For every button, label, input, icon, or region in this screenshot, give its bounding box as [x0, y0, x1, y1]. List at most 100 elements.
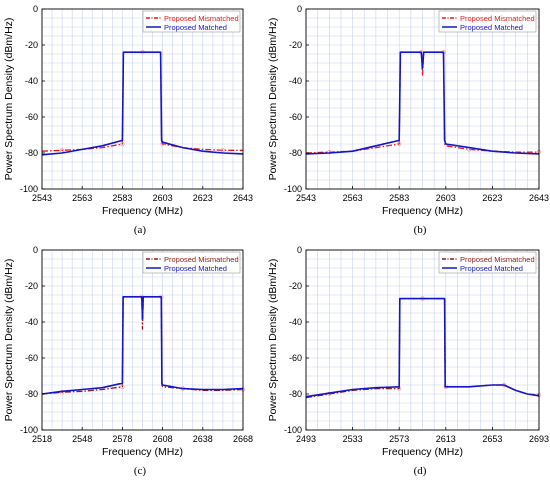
- y-tick-label: -20: [289, 40, 302, 50]
- x-axis-label: Frequency (MHz): [102, 446, 183, 458]
- legend-label: Proposed Mismatched: [164, 14, 239, 23]
- y-tick-label: 0: [297, 4, 302, 14]
- x-tick-label: 2573: [389, 434, 409, 444]
- grid: [42, 250, 243, 430]
- series-line-mismatched: [305, 51, 539, 154]
- y-tick-label: 0: [297, 245, 302, 255]
- y-tick-label: -60: [289, 112, 302, 122]
- y-tick-label: -100: [20, 425, 38, 435]
- x-tick-label: 2643: [233, 193, 253, 203]
- data-point: [120, 141, 125, 147]
- x-tick-label: 2583: [112, 193, 132, 203]
- x-tick-label: 2543: [32, 193, 52, 203]
- legend-label: Proposed Matched: [164, 23, 227, 32]
- x-tick-label: 2603: [153, 193, 173, 203]
- y-tick-label: -80: [25, 148, 38, 158]
- y-tick-label: 0: [33, 245, 38, 255]
- y-axis-label: Power Spectrum Density (dBm/Hz): [267, 259, 279, 422]
- x-tick-label: 2623: [193, 193, 213, 203]
- x-tick-label: 2603: [436, 193, 456, 203]
- x-tick-label: 2623: [482, 193, 502, 203]
- y-axis-label: Power Spectrum Density (dBm/Hz): [267, 18, 279, 181]
- series-line-mismatched: [41, 296, 244, 395]
- legend-label: Proposed Matched: [460, 23, 523, 32]
- y-tick-label: -20: [289, 281, 302, 291]
- data-point: [397, 141, 402, 147]
- x-tick-label: 2563: [343, 193, 363, 203]
- y-tick-label: -20: [25, 40, 38, 50]
- panel-caption: (a): [134, 224, 147, 236]
- y-tick-label: -60: [289, 353, 302, 363]
- x-tick-label: 2693: [529, 434, 549, 444]
- x-tick-label: 2583: [389, 193, 409, 203]
- x-tick-label: 2578: [112, 434, 132, 444]
- data-point: [220, 148, 226, 153]
- y-axis-label: Power Spectrum Density (dBm/Hz): [3, 259, 15, 422]
- y-tick-label: -40: [25, 317, 38, 327]
- x-tick-label: 2493: [296, 434, 316, 444]
- legend-label: Proposed Mismatched: [164, 255, 239, 264]
- data-point: [120, 384, 125, 389]
- series-line-matched: [41, 51, 244, 156]
- panel-caption: (b): [414, 224, 427, 236]
- x-tick-label: 2543: [296, 193, 316, 203]
- x-tick-label: 2643: [529, 193, 549, 203]
- plot-frame: [305, 249, 540, 431]
- grid: [306, 9, 539, 189]
- x-tick-label: 2608: [153, 434, 173, 444]
- x-tick-label: 2668: [233, 434, 253, 444]
- y-tick-label: -100: [284, 184, 302, 194]
- legend-box: [438, 251, 537, 274]
- y-tick-label: -80: [289, 148, 302, 158]
- x-tick-label: 2638: [193, 434, 213, 444]
- legend-label: Proposed Mismatched: [460, 255, 535, 264]
- series-line-matched: [305, 51, 540, 155]
- legend-label: Proposed Matched: [460, 264, 523, 273]
- y-axis-label: Power Spectrum Density (dBm/Hz): [3, 18, 15, 181]
- series-line-matched: [305, 297, 540, 398]
- panel-caption: (d): [414, 465, 427, 477]
- y-tick-label: -40: [289, 76, 302, 86]
- legend-label: Proposed Mismatched: [460, 14, 535, 23]
- legend-label: Proposed Matched: [164, 264, 227, 273]
- x-axis-label: Frequency (MHz): [382, 205, 463, 217]
- y-tick-label: -100: [284, 425, 302, 435]
- panel-caption: (c): [134, 465, 147, 477]
- legend-box: [142, 10, 241, 33]
- plot-frame: [41, 249, 244, 431]
- y-tick-label: -80: [289, 389, 302, 399]
- data-point: [59, 148, 65, 153]
- y-tick-label: -100: [20, 184, 38, 194]
- grid: [42, 9, 243, 189]
- x-tick-label: 2533: [343, 434, 363, 444]
- y-tick-label: 0: [33, 4, 38, 14]
- y-tick-label: -20: [25, 281, 38, 291]
- grid: [306, 250, 539, 430]
- x-tick-label: 2653: [482, 434, 502, 444]
- legend-box: [142, 251, 241, 274]
- y-tick-label: -40: [289, 317, 302, 327]
- x-tick-label: 2563: [72, 193, 92, 203]
- y-tick-label: -60: [25, 353, 38, 363]
- legend-box: [438, 10, 537, 33]
- x-tick-label: 2613: [436, 434, 456, 444]
- series-line-matched: [41, 295, 244, 395]
- x-axis-label: Frequency (MHz): [102, 205, 183, 217]
- plot-frame: [305, 8, 540, 190]
- x-tick-label: 2548: [72, 434, 92, 444]
- x-tick-label: 2518: [32, 434, 52, 444]
- plot-frame: [41, 8, 244, 190]
- y-tick-label: -40: [25, 76, 38, 86]
- y-tick-label: -80: [25, 389, 38, 399]
- y-tick-label: -60: [25, 112, 38, 122]
- x-axis-label: Frequency (MHz): [382, 446, 463, 458]
